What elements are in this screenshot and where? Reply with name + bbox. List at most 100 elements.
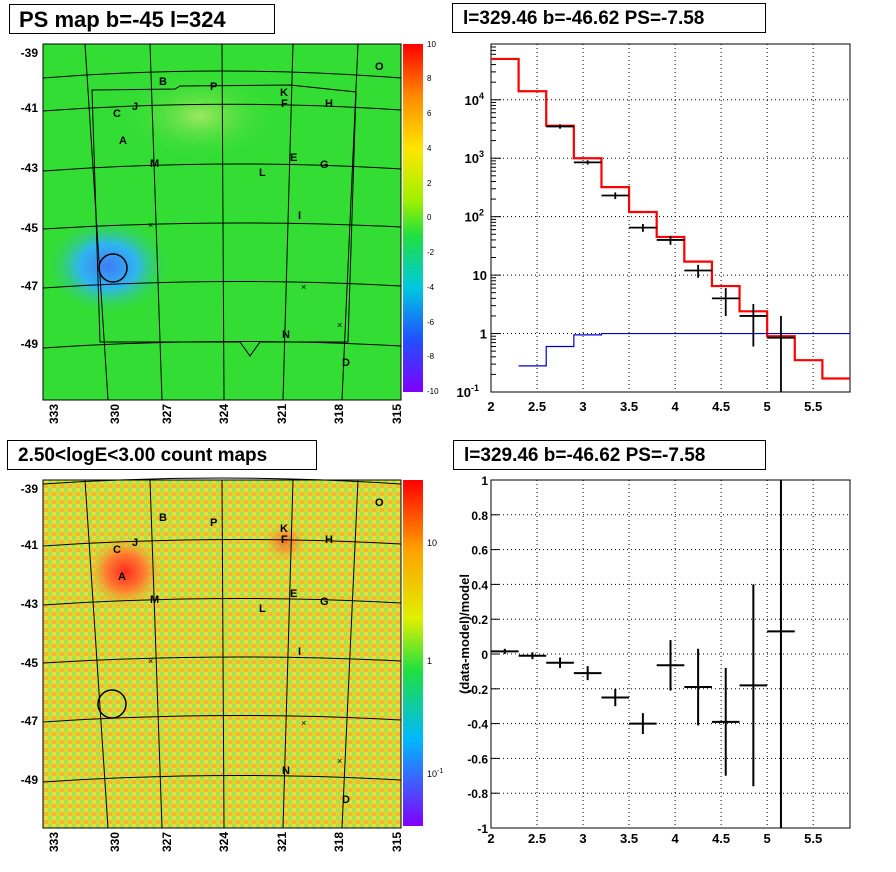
colorbar-tick: -2 [427,248,435,257]
source-label: A [119,135,127,147]
x-tick-label: 2 [487,831,494,846]
x-tick-label: 4.5 [712,399,730,414]
x-tick-label: 330 [108,832,122,852]
colorbar-tick: 10-1 [427,768,443,779]
count-map-title: 2.50<logE<3.00 count maps [7,440,317,470]
source-label: K [280,87,288,99]
colorbar-tick: 0 [427,213,432,222]
colorbar-tick: -10 [427,387,439,396]
source-label: H [325,98,333,110]
source-label: L [259,603,266,615]
x-tick-label: 321 [275,404,289,424]
x-tick-label: 324 [217,832,231,852]
count-map-grid-lon [341,479,359,829]
y-tick-label: 10 [473,268,487,283]
x-tick-label: 2 [487,399,494,414]
source-label: M [150,594,159,606]
x-tick-label: 333 [47,832,61,852]
y-tick-label: -0.6 [467,752,488,766]
spectrum-title: l=329.46 b=-46.62 PS=-7.58 [452,3,766,33]
y-tick-label: 103 [465,149,484,166]
spectrum-frame [490,43,851,393]
count-map-hot-region [85,534,165,610]
source-label: D [342,794,350,806]
x-tick-label: 4 [671,399,679,414]
x-tick-label: 330 [108,404,122,424]
colorbar-tick: -4 [427,283,435,292]
spectrum-plot: 2 2.5 3 3.5 4 4.5 5 5.5 10-1 1 10 102 103 104 [457,43,851,414]
y-tick-label: 0.6 [471,544,488,558]
colorbar-tick: 1 [427,656,432,666]
source-label: C [113,544,121,556]
ps-map-negative-region [43,216,173,316]
x-tick-label: 5.5 [804,399,822,414]
source-label: L [259,167,266,179]
source-label: C [113,108,121,120]
colorbar-tick: -8 [427,352,435,361]
x-tick-label: 5 [764,399,771,414]
x-tick-label: 4 [671,831,679,846]
y-tick-label: -49 [21,773,39,787]
count-map-grid-lon [84,479,109,829]
source-label: P [210,517,217,529]
ps-map-grid-lat [42,280,402,289]
y-tick-label: -47 [21,714,39,728]
source-label: I [298,210,301,222]
count-map-warm-region [263,522,307,562]
ps-map-title: PS map b=-45 l=324 [9,4,275,34]
y-tick-label: -0.8 [467,787,488,801]
x-tick-label: 318 [332,832,346,852]
residual-plot: 2 2.5 3 3.5 4 4.5 5 5.5 1 0.8 0.6 0.4 0.2 0 -0.2 -0.4 -0… [457,474,851,846]
x-tick-label: 3.5 [620,831,638,846]
y-tick-label: -45 [21,656,39,670]
colorbar-tick: -6 [427,318,435,327]
x-tick-label: 315 [390,404,404,424]
x-tick-label: 333 [47,404,61,424]
y-tick-label: 0 [481,648,488,662]
y-tick-label: 104 [465,91,484,108]
source-label: E [290,588,297,600]
y-tick-label: 1 [481,474,488,488]
y-tick-label: -0.2 [467,683,488,697]
ps-map-bright-region [120,71,280,161]
ps-map-grid-lon [149,43,163,401]
y-tick-label: -49 [21,337,39,351]
y-tick-label: 0.4 [471,578,488,592]
count-map-grid-lat [42,477,402,485]
count-map-grid-lon [282,479,294,829]
y-tick-label: -45 [21,221,39,235]
x-tick-label: 321 [275,832,289,852]
source-label: M [150,158,159,170]
source-label: E [290,152,297,164]
colorbar-tick: 10 [427,40,436,49]
y-tick-label: -47 [21,279,39,293]
colorbar-tick: 8 [427,74,432,83]
y-tick-label: -41 [21,538,39,552]
colorbar-tick: 2 [427,179,432,188]
source-label: G [320,159,329,171]
x-tick-label: 3 [579,831,586,846]
count-map-grid-lat [42,597,402,606]
x-tick-label: 4.5 [712,831,730,846]
y-tick-label: -43 [21,597,39,611]
count-map-source-circle [97,689,127,719]
residual-title: l=329.46 b=-46.62 PS=-7.58 [453,440,766,470]
y-axis-label: (data-model)/model [457,574,472,694]
count-map-colorbar [403,480,423,826]
x-tick-label: 327 [160,832,174,852]
x-tick-label: 2.5 [528,831,546,846]
count-map-cross-marker: × [301,718,306,728]
source-label: F [281,534,288,546]
count-map-grid-lon [221,479,225,829]
ps-map-cross-marker: × [301,282,306,292]
y-tick-label: -43 [21,161,39,175]
x-tick-label: 3.5 [620,399,638,414]
source-label: B [159,76,167,88]
ps-map-source-circle [98,253,128,283]
count-map-cross-marker: × [337,756,342,766]
source-label: G [320,596,329,608]
source-label: O [375,61,384,73]
x-tick-label: 318 [332,404,346,424]
source-label: K [280,523,288,535]
source-label: O [375,497,384,509]
